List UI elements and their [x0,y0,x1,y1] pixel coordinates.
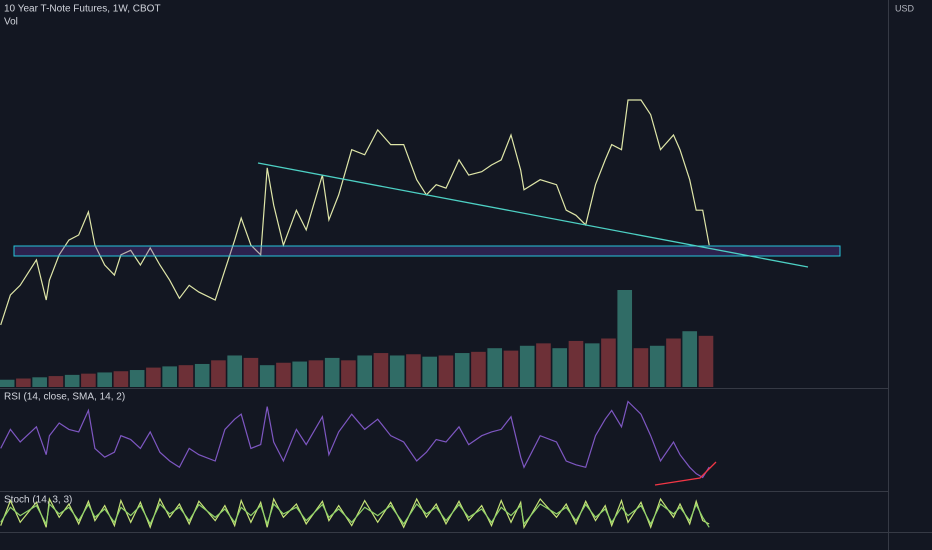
volume-bar [146,367,161,387]
volume-bar [129,370,145,387]
volume-bar [357,355,373,387]
pane-separator [0,532,932,533]
volume-bar [211,360,226,387]
pane-separator [0,491,888,492]
volume-bar [32,377,47,387]
volume-bar [373,353,389,387]
volume-bar [0,379,15,387]
volume-bar [178,365,194,387]
volume-bar [617,290,633,387]
volume-bar [698,335,714,387]
volume-bar [81,373,96,387]
volume-bar [454,353,470,387]
volume-bar [682,331,698,387]
volume-bar [406,354,421,387]
marks [0,99,714,530]
volume-bar [438,355,454,387]
axis-separator [888,0,889,550]
volume-bar [243,357,259,387]
volume-bar [389,355,405,387]
volume-bar [568,340,584,387]
volume-bar [471,351,486,387]
volume-bar [601,338,616,387]
volume-bar [552,348,568,387]
volume-bar [259,365,275,387]
support-zone [13,245,841,257]
volume-bar [341,360,356,387]
pane-separator [0,388,888,389]
volume-bar [113,371,129,387]
line-series [0,400,710,479]
volume-bar [584,343,600,387]
pane-title: Vol [4,17,18,28]
volume-bar [422,356,438,387]
volume-bar [227,355,242,387]
volume-bar [194,363,210,387]
volume-bar [162,366,177,387]
currency-label: USD [895,3,915,13]
trend-line [257,162,809,268]
volume-bar [666,338,681,387]
volume-bar [276,362,291,387]
volume-bar [487,348,503,387]
volume-bar [633,348,649,387]
pane-title: RSI (14, close, SMA, 14, 2) [4,392,125,403]
line-series [0,502,710,528]
volume-bar [324,357,340,387]
volume-bar [308,360,324,387]
volume-bar [16,378,31,387]
pane-title: 10 Year T-Note Futures, 1W, CBOT [4,4,161,15]
pane-title: Stoch (14, 3, 3) [4,495,72,506]
volume-bar [64,374,80,387]
volume-bar [292,361,307,387]
volume-bar [97,372,112,387]
line-series [0,99,710,326]
volume-bar [649,345,665,387]
volume-bar [536,343,551,387]
volume-bar [519,345,535,387]
divergence-line [654,461,717,486]
volume-bar [48,376,64,387]
volume-bar [503,350,519,387]
